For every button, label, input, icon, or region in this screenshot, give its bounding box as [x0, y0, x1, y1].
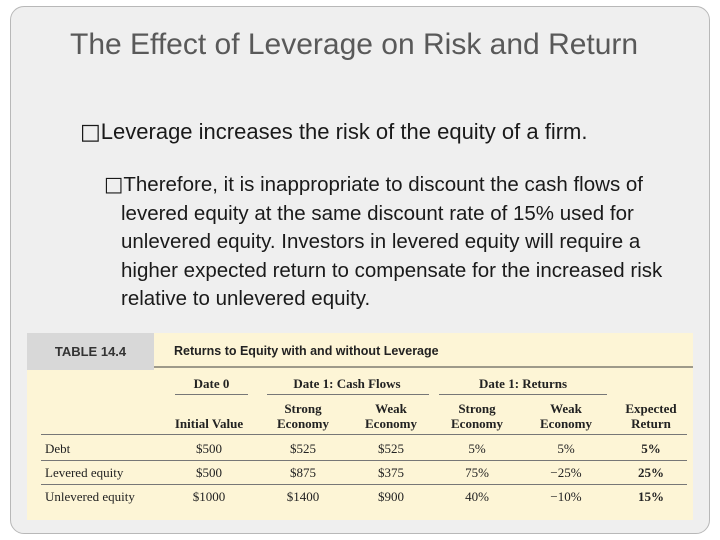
column-header: Strong — [458, 401, 496, 416]
bullet-text: Therefore, it is inappropriate to discou… — [121, 173, 663, 310]
bullet-text: Leverage increases the risk of the equit… — [100, 119, 588, 144]
row-rule — [41, 460, 687, 461]
column-header: Economy — [451, 416, 503, 431]
table-cell: $375 — [378, 465, 404, 480]
table-cell: $525 — [378, 441, 404, 456]
table-cell: $525 — [290, 441, 316, 456]
table-cell: $500 — [196, 441, 222, 456]
table-cell: 5% — [468, 441, 486, 456]
table-cell: $875 — [290, 465, 316, 480]
table-cell: $500 — [196, 465, 222, 480]
group-header: Date 0 — [193, 376, 230, 391]
table-title: Returns to Equity with and without Lever… — [174, 344, 439, 358]
table-cell: −25% — [550, 465, 582, 480]
bullet-box-icon: □ — [80, 120, 101, 145]
header-rule — [41, 434, 687, 435]
group-header: Date 1: Cash Flows — [293, 376, 401, 391]
table-top-rule — [154, 366, 693, 368]
slide-title: The Effect of Leverage on Risk and Retur… — [70, 28, 639, 61]
column-header: Weak — [550, 401, 582, 416]
bullet-level-2: □Therefore, it is inappropriate to disco… — [104, 170, 686, 314]
column-header: Strong — [284, 401, 322, 416]
group-rule — [439, 394, 607, 395]
column-header: Expected — [625, 401, 677, 416]
table-cell: −10% — [550, 489, 582, 504]
table-cell: 25% — [638, 465, 664, 480]
table-cell: 5% — [557, 441, 575, 456]
row-label: Levered equity — [45, 465, 124, 480]
table-cell: $900 — [378, 489, 404, 504]
column-header: Economy — [277, 416, 329, 431]
column-header: Economy — [365, 416, 417, 431]
table-cell: $1400 — [286, 489, 320, 504]
table-cell: 15% — [638, 489, 664, 504]
column-header: Return — [631, 416, 671, 431]
bullet-box-icon: □ — [104, 172, 124, 196]
row-label: Debt — [45, 441, 71, 456]
column-header: Initial Value — [174, 416, 244, 431]
row-label: Unlevered equity — [45, 489, 135, 504]
table-cell: 75% — [465, 465, 489, 480]
row-rule — [41, 484, 687, 485]
table-cell: $1000 — [192, 489, 226, 504]
group-header: Date 1: Returns — [478, 376, 568, 391]
column-header: Economy — [540, 416, 592, 431]
returns-table: TABLE 14.4 Returns to Equity with and wi… — [27, 333, 693, 520]
group-rule — [175, 394, 248, 395]
bullet-level-1: □Leverage increases the risk of the equi… — [80, 118, 700, 147]
table-cell: 5% — [641, 441, 661, 456]
table-cell: 40% — [465, 489, 489, 504]
group-rule — [267, 394, 429, 395]
column-header: Weak — [375, 401, 407, 416]
table-number-badge: TABLE 14.4 — [27, 333, 154, 370]
